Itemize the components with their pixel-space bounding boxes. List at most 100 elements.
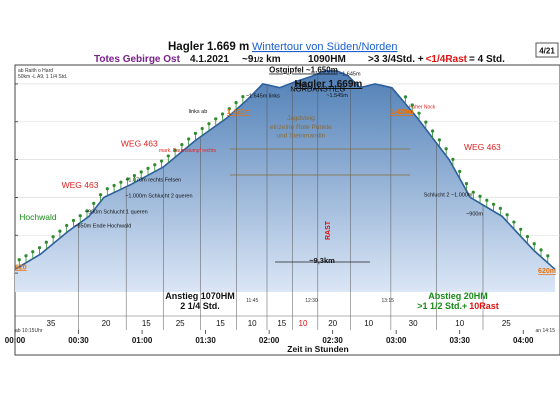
annotation-label: ~1.070m rechts Felsen — [125, 177, 181, 183]
distance-mid-label: ~9,3km — [309, 256, 335, 265]
tree-icon — [166, 154, 170, 158]
annotation-label: ~900m — [466, 211, 483, 217]
tree-icon — [227, 107, 231, 111]
tree-icon — [105, 187, 109, 191]
ascent-summary-time: 2 1/4 Std. — [180, 301, 220, 311]
time-total: = 4 Std. — [469, 54, 505, 65]
tree-icon — [17, 258, 21, 262]
rast-label: RAST — [325, 220, 332, 240]
segment-minutes: 10 — [364, 319, 373, 328]
segment-minutes: 35 — [47, 319, 56, 328]
tree-icon — [241, 94, 245, 99]
tree-icon — [437, 138, 441, 142]
ascent-total-label: 1090HM — [308, 54, 346, 65]
x-tick-label: 01:00 — [132, 336, 153, 345]
time-main: >3 3/4Std. + — [368, 54, 424, 65]
tree-icon — [173, 148, 177, 152]
tree-icon — [126, 177, 130, 181]
tree-icon — [44, 240, 48, 244]
annotation-label: Hochwald — [19, 212, 57, 222]
annotation-label: Schlucht 2 ~1.000m — [424, 192, 473, 198]
annotation-label: ~900m Schlucht 1 queren — [85, 209, 148, 215]
section-brackets — [230, 148, 410, 263]
annotation-label: WEG 463 — [121, 138, 158, 148]
tree-icon — [410, 103, 414, 107]
x-tick-label: 00:00 — [5, 336, 26, 345]
tree-icon — [65, 223, 69, 228]
tree-icon — [525, 234, 530, 239]
tree-icon — [193, 131, 198, 135]
segment-minutes: 20 — [328, 319, 337, 328]
tree-icon — [424, 120, 428, 124]
tree-icon — [417, 111, 421, 115]
clock-time-label: an 14:15 — [536, 328, 556, 334]
segment-minutes: 25 — [176, 319, 185, 328]
tree-icon — [98, 193, 103, 197]
tree-icon — [471, 190, 475, 194]
clock-time-label: 11:45 — [246, 298, 258, 304]
annotation-label: und Steinmandln — [276, 132, 325, 139]
descent-time: >1 1/2 Std.+ — [417, 301, 467, 311]
tree-icon — [403, 95, 408, 99]
start-note-2: 50km -L A9, 1 1/4 Std. — [18, 74, 67, 80]
x-tick-label: 02:00 — [259, 336, 280, 345]
tree-icon — [444, 147, 448, 151]
tree-icon — [132, 173, 137, 178]
annotation-label: mark. Baumstumpf rechts — [159, 148, 216, 154]
descent-summary-time: >1 1/2 Std.+ 10Rast — [417, 301, 499, 311]
tree-icon — [112, 183, 116, 188]
distance-unit: km — [266, 54, 281, 65]
tour-link[interactable]: Wintertour von Süden/Norden — [252, 41, 398, 53]
annotation-label: ~1.645m — [339, 71, 361, 77]
segment-minutes: 10 — [299, 319, 308, 328]
annotation-label: einzelne Rote Punkte — [270, 124, 332, 131]
x-tick-label: 04:00 — [513, 336, 534, 345]
tree-icon — [37, 246, 42, 250]
tree-icon — [464, 182, 469, 186]
descent-rest: 10Rast — [469, 301, 499, 311]
segment-minutes: 15 — [142, 319, 151, 328]
tree-icon — [458, 169, 462, 174]
x-tick-label: 01:30 — [195, 336, 216, 345]
tree-icon — [159, 159, 164, 163]
summit-title: Hagler 1.669m — [294, 79, 362, 90]
time-summary: >3 3/4Std. + <1/4Rast = 4 Std. — [368, 54, 505, 65]
date-label: 4.1.2021 — [190, 54, 229, 65]
annotation-label: ~850m Ende Hochwald — [74, 224, 131, 230]
tree-icon — [214, 117, 218, 121]
distance-label: ~91/2 km — [242, 54, 281, 65]
page-badge[interactable] — [535, 42, 559, 58]
tree-icon — [451, 157, 455, 161]
clock-time-label: 13:15 — [381, 298, 394, 304]
tree-icon — [153, 163, 157, 167]
tree-icon — [478, 194, 482, 198]
tree-icon — [546, 254, 550, 258]
annotation-label: WEG 463 — [464, 142, 501, 152]
tree-icon — [24, 254, 28, 258]
tree-icon — [498, 206, 502, 210]
tree-icon — [539, 248, 543, 252]
tree-icon — [234, 101, 238, 105]
start-note-1: ab Raith o Hard — [18, 68, 53, 74]
tree-icon — [220, 112, 225, 116]
tree-icon — [187, 137, 191, 141]
clock-time-label: 12:30 — [305, 298, 318, 304]
x-tick-label: 03:00 — [386, 336, 407, 345]
annotation-label: NORDANSTIEG — [290, 84, 345, 93]
x-axis-label: Zeit in Stunden — [287, 344, 348, 354]
segment-minutes: 30 — [409, 319, 418, 328]
elevation-area — [15, 70, 555, 293]
tree-icon — [78, 214, 82, 218]
tree-icon — [180, 143, 184, 147]
annotation-label: Jagdsteig — [287, 115, 315, 122]
tree-icon — [519, 227, 523, 231]
annotation-label: 620 — [15, 264, 27, 271]
tree-icon — [85, 209, 89, 213]
tree-icon — [485, 198, 489, 202]
tree-icon — [31, 250, 35, 254]
annotations: Hochwald WEG 463 WEG 463 WEG 463 Ostgipfel ~… — [15, 66, 556, 276]
tree-icon — [51, 235, 55, 239]
page-badge-text: 4/21 — [539, 47, 555, 56]
tree-icon — [119, 180, 123, 184]
